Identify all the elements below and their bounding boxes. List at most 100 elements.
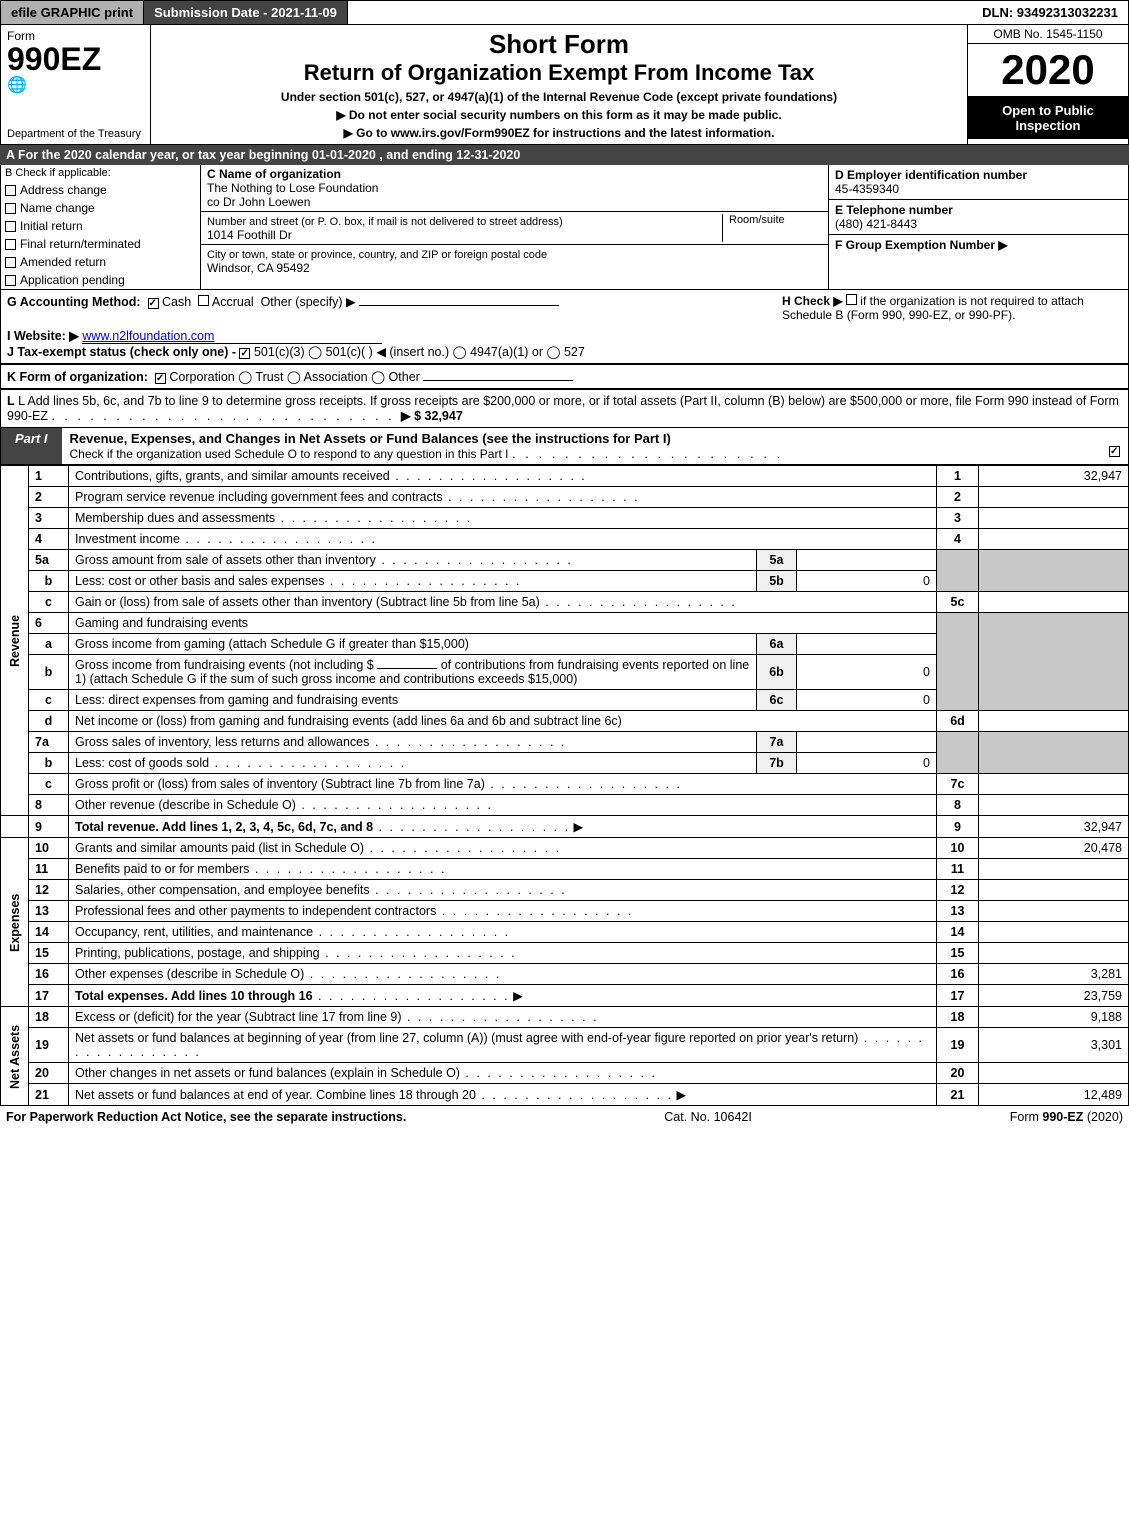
room-suite-label: Room/suite xyxy=(722,214,822,242)
check-initial-return[interactable]: Initial return xyxy=(1,217,200,235)
check-if-applicable: B Check if applicable: xyxy=(1,165,200,181)
footer-catno: Cat. No. 10642I xyxy=(664,1110,752,1124)
part1-header: Part I Revenue, Expenses, and Changes in… xyxy=(0,428,1129,465)
part1-schedule-o-checkbox[interactable] xyxy=(1109,446,1120,457)
j-label: J Tax-exempt status (check only one) - xyxy=(7,345,236,359)
under-section: Under section 501(c), 527, or 4947(a)(1)… xyxy=(157,90,961,104)
line-6b-desc: Gross income from fundraising events (no… xyxy=(75,658,374,672)
period-bar: A For the 2020 calendar year, or tax yea… xyxy=(0,145,1129,165)
form-number: 990EZ xyxy=(7,43,144,75)
short-form-title: Short Form xyxy=(157,29,961,60)
footer-formref: Form 990-EZ (2020) xyxy=(1010,1110,1123,1124)
check-address-change[interactable]: Address change xyxy=(1,181,200,199)
line-1-desc: Contributions, gifts, grants, and simila… xyxy=(75,469,390,483)
org-name: The Nothing to Lose Foundation xyxy=(207,181,378,195)
line-9-amount: 32,947 xyxy=(979,816,1129,838)
line-18-desc: Excess or (deficit) for the year (Subtra… xyxy=(75,1010,402,1024)
check-final-return[interactable]: Final return/terminated xyxy=(1,235,200,253)
j-501c3-checkbox[interactable] xyxy=(239,348,250,359)
check-name-change[interactable]: Name change xyxy=(1,199,200,217)
line-6a-desc: Gross income from gaming (attach Schedul… xyxy=(75,637,469,651)
efile-print-button[interactable]: efile GRAPHIC print xyxy=(1,1,144,24)
revenue-vlabel: Revenue xyxy=(1,466,29,816)
f-label: F Group Exemption Number ▶ xyxy=(835,238,1008,252)
netassets-vlabel: Net Assets xyxy=(1,1007,29,1106)
line-21-amount: 12,489 xyxy=(979,1084,1129,1106)
topbar-spacer xyxy=(348,1,972,24)
i-label: I Website: ▶ xyxy=(7,329,79,343)
open-inspection: Open to Public Inspection xyxy=(968,97,1128,139)
cash-checkbox[interactable] xyxy=(148,298,159,309)
part1-table: Revenue 1 Contributions, gifts, grants, … xyxy=(0,465,1129,1106)
line-15-desc: Printing, publications, postage, and shi… xyxy=(75,946,320,960)
department: Department of the Treasury xyxy=(7,128,141,140)
footer: For Paperwork Reduction Act Notice, see … xyxy=(0,1106,1129,1128)
line-10-desc: Grants and similar amounts paid (list in… xyxy=(75,841,364,855)
tax-year: 2020 xyxy=(968,44,1128,97)
dln: DLN: 93492313032231 xyxy=(972,1,1128,24)
line-19-amount: 3,301 xyxy=(979,1028,1129,1063)
h-label: H Check ▶ xyxy=(782,294,843,308)
city-label: City or town, state or province, country… xyxy=(207,249,547,261)
line-3-desc: Membership dues and assessments xyxy=(75,511,275,525)
care-of: co Dr John Loewen xyxy=(207,195,310,209)
section-l: L L Add lines 5b, 6c, and 7b to line 9 t… xyxy=(0,389,1129,428)
h-checkbox[interactable] xyxy=(846,294,857,305)
line-5c-desc: Gain or (loss) from sale of assets other… xyxy=(75,595,540,609)
line-10-amount: 20,478 xyxy=(979,838,1129,859)
line-20-desc: Other changes in net assets or fund bala… xyxy=(75,1066,460,1080)
k-options: Corporation ◯ Trust ◯ Association ◯ Othe… xyxy=(169,370,419,384)
expenses-vlabel: Expenses xyxy=(1,838,29,1007)
line-1-amount: 32,947 xyxy=(979,466,1129,487)
k-corp-checkbox[interactable] xyxy=(155,373,166,384)
c-label: C Name of organization xyxy=(207,167,341,181)
line-4-desc: Investment income xyxy=(75,532,180,546)
line-7c-desc: Gross profit or (loss) from sales of inv… xyxy=(75,777,485,791)
line-18-amount: 9,188 xyxy=(979,1007,1129,1028)
section-b: B Check if applicable: Address change Na… xyxy=(0,165,1129,290)
part1-tab: Part I xyxy=(1,428,62,464)
phone: (480) 421-8443 xyxy=(835,217,917,231)
l-amount: ▶ $ 32,947 xyxy=(401,409,463,423)
line-17-desc: Total expenses. Add lines 10 through 16 xyxy=(75,989,313,1003)
footer-left: For Paperwork Reduction Act Notice, see … xyxy=(6,1110,406,1124)
line-14-desc: Occupancy, rent, utilities, and maintena… xyxy=(75,925,313,939)
accrual-checkbox[interactable] xyxy=(198,295,209,306)
check-amended-return[interactable]: Amended return xyxy=(1,253,200,271)
submission-date: Submission Date - 2021-11-09 xyxy=(144,1,348,24)
ein: 45-4359340 xyxy=(835,182,899,196)
j-options: 501(c)(3) ◯ 501(c)( ) ◀ (insert no.) ◯ 4… xyxy=(254,345,585,359)
line-6d-desc: Net income or (loss) from gaming and fun… xyxy=(75,714,622,728)
line-7a-desc: Gross sales of inventory, less returns a… xyxy=(75,735,369,749)
line-9-desc: Total revenue. Add lines 1, 2, 3, 4, 5c,… xyxy=(75,820,373,834)
check-application-pending[interactable]: Application pending xyxy=(1,271,200,289)
line-6-desc: Gaming and fundraising events xyxy=(69,613,937,634)
part1-title: Revenue, Expenses, and Changes in Net As… xyxy=(70,431,671,446)
website-link[interactable]: www.n2lfoundation.com xyxy=(82,329,214,343)
return-title: Return of Organization Exempt From Incom… xyxy=(157,60,961,86)
k-label: K Form of organization: xyxy=(7,370,148,384)
line-21-desc: Net assets or fund balances at end of ye… xyxy=(75,1088,476,1102)
line-11-desc: Benefits paid to or for members xyxy=(75,862,249,876)
section-k: K Form of organization: Corporation ◯ Tr… xyxy=(0,364,1129,389)
line-5a-desc: Gross amount from sale of assets other t… xyxy=(75,553,376,567)
g-label: G Accounting Method: xyxy=(7,295,141,309)
omb-number: OMB No. 1545-1150 xyxy=(968,25,1128,44)
d-label: D Employer identification number xyxy=(835,168,1027,182)
line-2-desc: Program service revenue including govern… xyxy=(75,490,443,504)
line-19-desc: Net assets or fund balances at beginning… xyxy=(75,1031,858,1045)
line-13-desc: Professional fees and other payments to … xyxy=(75,904,436,918)
line-8-desc: Other revenue (describe in Schedule O) xyxy=(75,798,296,812)
line-7b-desc: Less: cost of goods sold xyxy=(75,756,209,770)
part1-checknote: Check if the organization used Schedule … xyxy=(70,447,509,461)
line-6c-desc: Less: direct expenses from gaming and fu… xyxy=(75,693,398,707)
line-16-amount: 3,281 xyxy=(979,964,1129,985)
addr-label: Number and street (or P. O. box, if mail… xyxy=(207,216,563,228)
line-17-amount: 23,759 xyxy=(979,985,1129,1007)
street-address: 1014 Foothill Dr xyxy=(207,228,292,242)
goto-link[interactable]: ▶ Go to www.irs.gov/Form990EZ for instru… xyxy=(157,126,961,140)
form-header: Form 990EZ 🌐 Department of the Treasury … xyxy=(0,25,1129,145)
topbar: efile GRAPHIC print Submission Date - 20… xyxy=(0,0,1129,25)
section-g-j: G Accounting Method: Cash Accrual Other … xyxy=(0,290,1129,364)
city-state-zip: Windsor, CA 95492 xyxy=(207,261,310,275)
